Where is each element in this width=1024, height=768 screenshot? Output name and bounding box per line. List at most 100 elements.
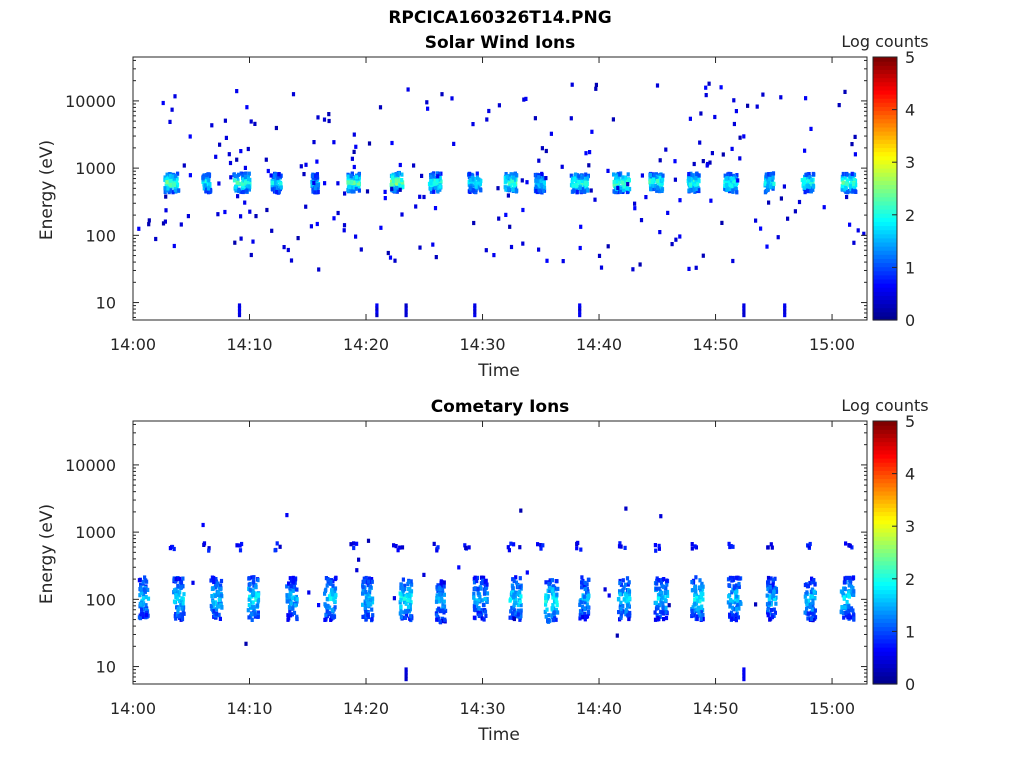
spectrogram-cell xyxy=(437,596,441,601)
spectrogram-cell xyxy=(807,184,811,189)
spectrogram-cell xyxy=(692,187,696,192)
spectrogram-cell xyxy=(579,174,583,179)
spectrogram-cell xyxy=(457,565,461,570)
spectrogram-cell xyxy=(687,266,691,271)
colorbar-segment xyxy=(873,118,897,124)
spectrogram-cell xyxy=(442,604,447,609)
panel-title: Solar Wind Ions xyxy=(425,33,576,53)
spectrogram-cell xyxy=(214,607,219,612)
spectrogram-cell xyxy=(624,506,628,511)
spectrogram-cell xyxy=(656,596,660,601)
colorbar-segment xyxy=(873,655,897,660)
spectrogram-cell xyxy=(367,141,372,146)
spectrogram-cell xyxy=(779,196,783,201)
spectrogram-cell xyxy=(420,173,424,178)
spectrogram-cell xyxy=(177,598,182,604)
spectrogram-cell xyxy=(168,119,172,124)
spectrogram-cell xyxy=(349,542,353,547)
x-tick-label: 14:30 xyxy=(459,699,505,718)
spectrogram-cell xyxy=(404,667,408,672)
spectrogram-cell xyxy=(201,522,205,528)
spectrogram-cell xyxy=(422,572,426,577)
spectrogram-cell xyxy=(512,603,516,608)
spectrogram-cell xyxy=(771,578,775,583)
spectrogram-cell xyxy=(287,593,291,598)
spectrogram-cell xyxy=(806,177,810,182)
spectrogram-cell xyxy=(218,616,222,621)
spectrogram-cell xyxy=(590,129,594,134)
spectrogram-cell xyxy=(852,178,856,183)
spectrogram-cell xyxy=(188,173,192,178)
colorbar-segment xyxy=(873,106,897,112)
spectrogram-cell xyxy=(481,578,485,583)
spectrogram-cell xyxy=(619,600,623,605)
spectrogram-cell xyxy=(510,583,514,588)
spectrogram-cell xyxy=(655,613,659,618)
spectrogram-cell xyxy=(534,184,538,189)
spectrogram-cell xyxy=(848,189,852,194)
spectrogram-cell xyxy=(508,598,512,603)
spectrogram-cell xyxy=(514,580,518,585)
spectrogram-cell xyxy=(583,612,587,617)
spectrogram-cell xyxy=(694,593,699,598)
spectrogram-cell xyxy=(390,175,394,180)
colorbar-segment xyxy=(873,209,897,214)
spectrogram-cell xyxy=(327,118,331,124)
spectrogram-cell xyxy=(783,313,787,318)
spectrogram-cell xyxy=(288,608,292,614)
spectrogram-cell xyxy=(332,140,336,145)
spectrogram-cell xyxy=(288,598,292,603)
spectrogram-cell xyxy=(302,172,306,177)
spectrogram-cell xyxy=(442,580,446,585)
colorbar-segment xyxy=(873,425,897,430)
spectrogram-cell xyxy=(574,172,578,177)
spectrogram-cell xyxy=(404,306,408,311)
spectrogram-cell xyxy=(219,593,223,598)
spectrogram-cell xyxy=(581,175,585,180)
spectrogram-cell xyxy=(805,601,809,607)
spectrogram-cell xyxy=(845,600,849,605)
spectrogram-cell xyxy=(164,183,168,188)
spectrogram-cell xyxy=(731,614,735,619)
spectrogram-cell xyxy=(701,159,705,164)
spectrogram-cell xyxy=(589,188,593,193)
spectrogram-cell xyxy=(436,189,440,194)
spectrogram-cell xyxy=(691,605,695,610)
colorbar-segment xyxy=(873,536,897,541)
spectrogram-cell xyxy=(313,175,317,181)
spectrogram-cell xyxy=(361,588,365,593)
colorbar-segment xyxy=(873,295,897,301)
colorbar-segment xyxy=(873,287,897,292)
spectrogram-cell xyxy=(452,141,456,146)
spectrogram-cell xyxy=(786,216,790,221)
spectrogram-cell xyxy=(551,595,555,600)
spectrogram-cell xyxy=(573,176,577,181)
spectrogram-cell xyxy=(161,221,166,226)
spectrogram-cell xyxy=(811,183,815,188)
spectrogram-cell xyxy=(370,607,374,612)
spectrogram-cell xyxy=(253,591,257,596)
spectrogram-cell xyxy=(401,592,405,597)
spectrogram-cell xyxy=(547,581,551,586)
colorbar-segment xyxy=(873,642,897,648)
spectrogram-cell xyxy=(627,589,632,594)
spectrogram-cell xyxy=(391,181,396,187)
spectrogram-cell xyxy=(597,253,602,258)
spectrogram-cell xyxy=(289,601,293,606)
spectrogram-cell xyxy=(279,185,283,190)
spectrogram-cell xyxy=(512,616,516,622)
spectrogram-cell xyxy=(742,306,746,311)
x-tick-label: 14:20 xyxy=(343,335,389,354)
spectrogram-cell xyxy=(467,545,471,550)
colorbar-frame xyxy=(872,420,898,685)
spectrogram-cell xyxy=(436,588,440,594)
spectrogram-cell xyxy=(480,598,484,603)
spectrogram-cell xyxy=(323,617,327,622)
spectrogram-cell xyxy=(584,614,588,619)
spectrogram-cell xyxy=(576,540,580,545)
spectrogram-cell xyxy=(694,589,698,594)
spectrogram-cell xyxy=(296,236,300,241)
spectrogram-cell xyxy=(236,178,240,183)
spectrogram-cell xyxy=(852,613,856,618)
spectrogram-cell xyxy=(524,96,528,101)
